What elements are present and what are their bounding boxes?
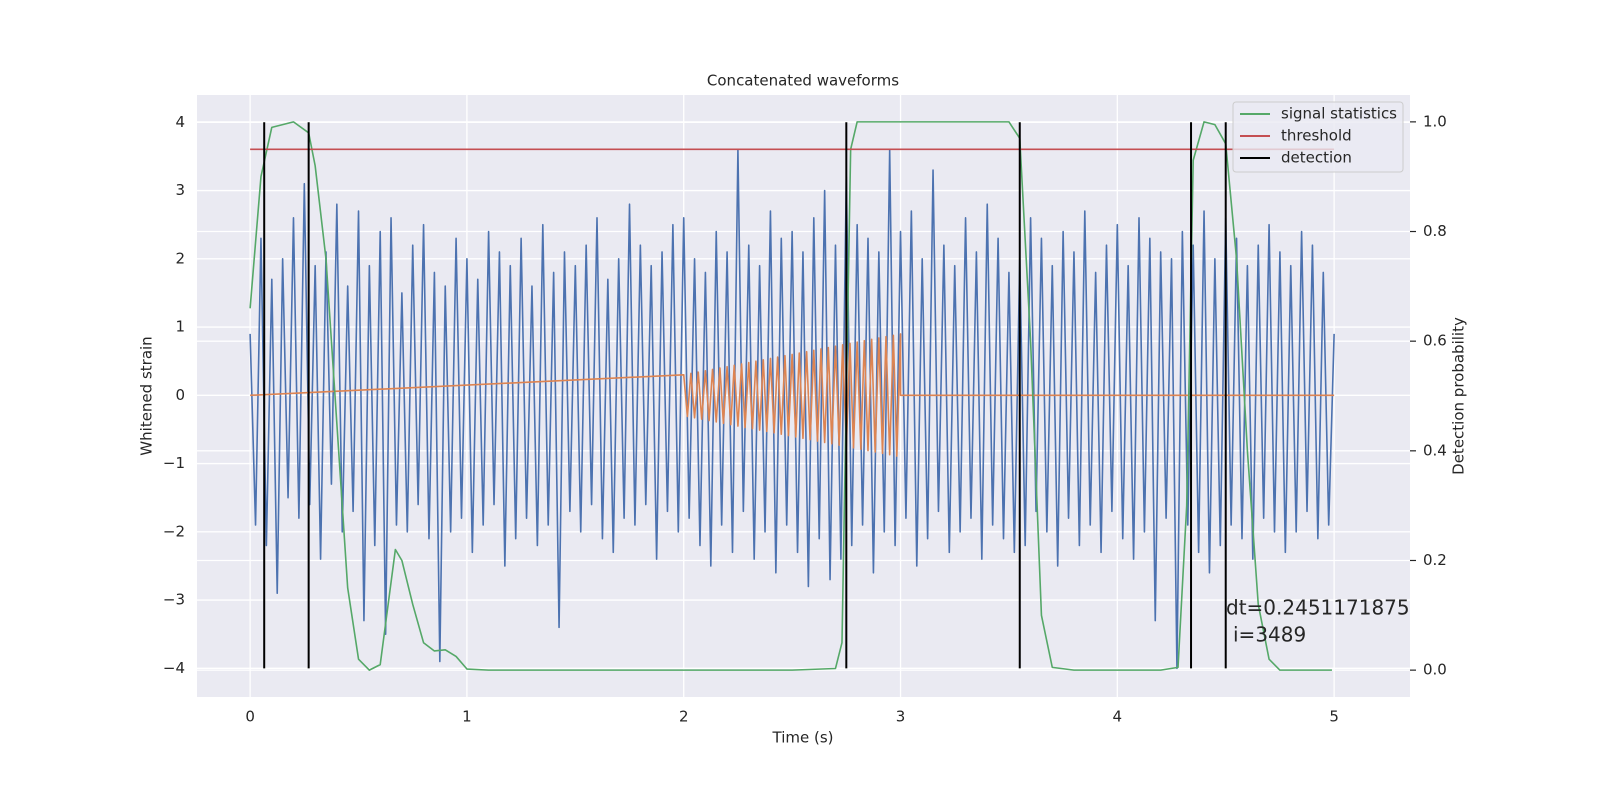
y-tick-label: −3 xyxy=(163,591,185,609)
legend-label: threshold xyxy=(1281,127,1352,145)
x-tick-label: 3 xyxy=(896,708,906,726)
y-tick-label: 3 xyxy=(175,181,185,199)
series-line xyxy=(250,333,1335,457)
x-tick-label: 2 xyxy=(679,708,689,726)
x-tick-label: 4 xyxy=(1113,708,1123,726)
y2-tick-label: 0.2 xyxy=(1423,551,1447,569)
y-tick-label: −4 xyxy=(163,659,185,677)
y-tick-label: 4 xyxy=(175,113,185,131)
series-line xyxy=(249,121,1332,671)
y-axis-label: Whitened strain xyxy=(138,336,156,455)
x-tick-label: 0 xyxy=(245,708,255,726)
y2-tick-label: 0.4 xyxy=(1423,441,1447,459)
y-tick-label: 0 xyxy=(175,386,185,404)
y-tick-label: −1 xyxy=(163,454,185,472)
y-tick-label: −2 xyxy=(163,522,185,540)
y2-tick-label: 0.8 xyxy=(1423,222,1447,240)
y2-tick-label: 1.0 xyxy=(1423,112,1447,130)
x-tick-label: 1 xyxy=(462,708,472,726)
y-tick-label: 1 xyxy=(175,318,185,336)
x-tick-label: 5 xyxy=(1329,708,1339,726)
legend-label: detection xyxy=(1281,149,1352,167)
legend-label: signal statistics xyxy=(1281,105,1397,123)
chart-title: Concatenated waveforms xyxy=(707,72,899,90)
y-tick-label: 2 xyxy=(175,249,185,267)
y2-tick-label: 0.6 xyxy=(1423,332,1447,350)
y2-axis-label: Detection probability xyxy=(1450,317,1468,475)
x-axis-label: Time (s) xyxy=(772,729,834,747)
legend-box xyxy=(1232,101,1404,173)
series-line xyxy=(249,148,1335,670)
annotation: i=3489 xyxy=(1233,623,1306,647)
y2-tick-label: 0.0 xyxy=(1423,661,1447,679)
annotation: dt=0.2451171875 xyxy=(1226,596,1410,620)
